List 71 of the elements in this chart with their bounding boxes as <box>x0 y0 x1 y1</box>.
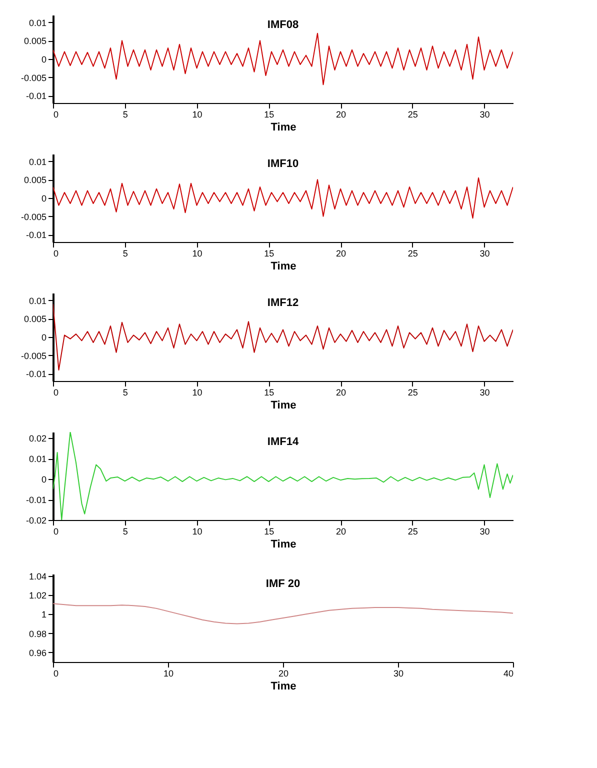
y-tick-label: -0.01 <box>26 369 46 380</box>
y-tick-label: 0 <box>41 54 46 64</box>
x-tick-label: 20 <box>278 668 289 678</box>
x-tick-label: 20 <box>336 110 346 120</box>
x-tick-label: 15 <box>264 388 274 398</box>
chart-title: IMF12 <box>267 297 299 309</box>
x-tick-label: 5 <box>122 388 128 398</box>
x-tick-label: 30 <box>393 668 404 678</box>
chart-title: IMF14 <box>267 436 300 448</box>
chart-title: IMF08 <box>267 19 299 31</box>
x-tick-label: 25 <box>408 248 418 258</box>
x-tick-label: 0 <box>54 110 59 120</box>
x-tick-label: 15 <box>264 526 274 536</box>
y-tick-label: 0.005 <box>24 175 46 186</box>
x-tick-label: 25 <box>408 388 418 398</box>
y-tick-label: 0.005 <box>24 314 46 324</box>
x-tick-label: 15 <box>264 110 274 120</box>
y-tick-label: -0.01 <box>26 91 46 102</box>
x-tick-label: 0 <box>54 248 59 258</box>
line-series <box>53 177 513 219</box>
y-tick-label: 0.005 <box>24 36 46 46</box>
y-tick-label: 1.04 <box>28 571 46 582</box>
x-tick-label: 5 <box>122 110 128 120</box>
x-tick-label: 20 <box>336 388 346 398</box>
x-tick-label: 15 <box>264 248 274 258</box>
x-tick-label: 20 <box>336 248 346 258</box>
y-tick-label: -0.005 <box>20 350 46 361</box>
x-tick-label: 25 <box>408 526 418 536</box>
x-tick-label: 30 <box>480 110 490 120</box>
x-axis-title: Time <box>270 680 296 692</box>
y-tick-label: 0.02 <box>28 434 46 444</box>
y-tick-label: 1 <box>41 610 46 620</box>
y-tick-label: 0.98 <box>28 628 46 639</box>
y-tick-label: -0.005 <box>20 212 46 222</box>
y-tick-label: 0.01 <box>28 454 46 464</box>
x-tick-label: 25 <box>408 110 418 120</box>
line-series <box>53 603 513 624</box>
x-tick-label: 30 <box>480 248 490 258</box>
y-tick-label: 1.02 <box>28 590 46 601</box>
y-tick-label: -0.01 <box>26 230 46 240</box>
line-series <box>53 32 513 86</box>
x-tick-label: 30 <box>480 388 490 398</box>
y-tick-label: 0 <box>41 474 46 485</box>
x-tick-label: 0 <box>54 668 59 678</box>
y-tick-label: 0 <box>41 194 46 204</box>
x-axis-title: Time <box>270 400 296 412</box>
x-tick-label: 10 <box>163 668 174 678</box>
x-tick-label: 0 <box>54 526 59 536</box>
y-tick-label: -0.02 <box>26 516 46 526</box>
x-tick-label: 5 <box>122 248 128 258</box>
chart-title: IMF 20 <box>266 578 300 590</box>
y-tick-label: 0.96 <box>28 648 46 658</box>
x-tick-label: 20 <box>336 526 346 536</box>
x-axis-title: Time <box>270 538 296 550</box>
x-tick-label: 0 <box>54 388 59 398</box>
x-axis-title: Time <box>270 122 296 134</box>
y-tick-label: 0.01 <box>28 296 46 306</box>
x-tick-label: 40 <box>503 668 514 678</box>
y-tick-label: -0.005 <box>20 72 46 83</box>
x-tick-label: 10 <box>192 526 202 536</box>
x-axis-title: Time <box>270 260 296 272</box>
x-tick-label: 5 <box>122 526 128 536</box>
y-tick-label: 0.01 <box>28 156 46 167</box>
x-tick-label: 10 <box>192 388 202 398</box>
y-tick-label: 0.01 <box>28 18 46 28</box>
y-tick-label: -0.01 <box>26 495 46 506</box>
y-tick-label: 0 <box>41 332 46 342</box>
x-tick-label: 10 <box>192 248 202 258</box>
x-tick-label: 30 <box>480 526 490 536</box>
x-tick-label: 10 <box>192 110 202 120</box>
chart-title: IMF10 <box>267 158 299 170</box>
